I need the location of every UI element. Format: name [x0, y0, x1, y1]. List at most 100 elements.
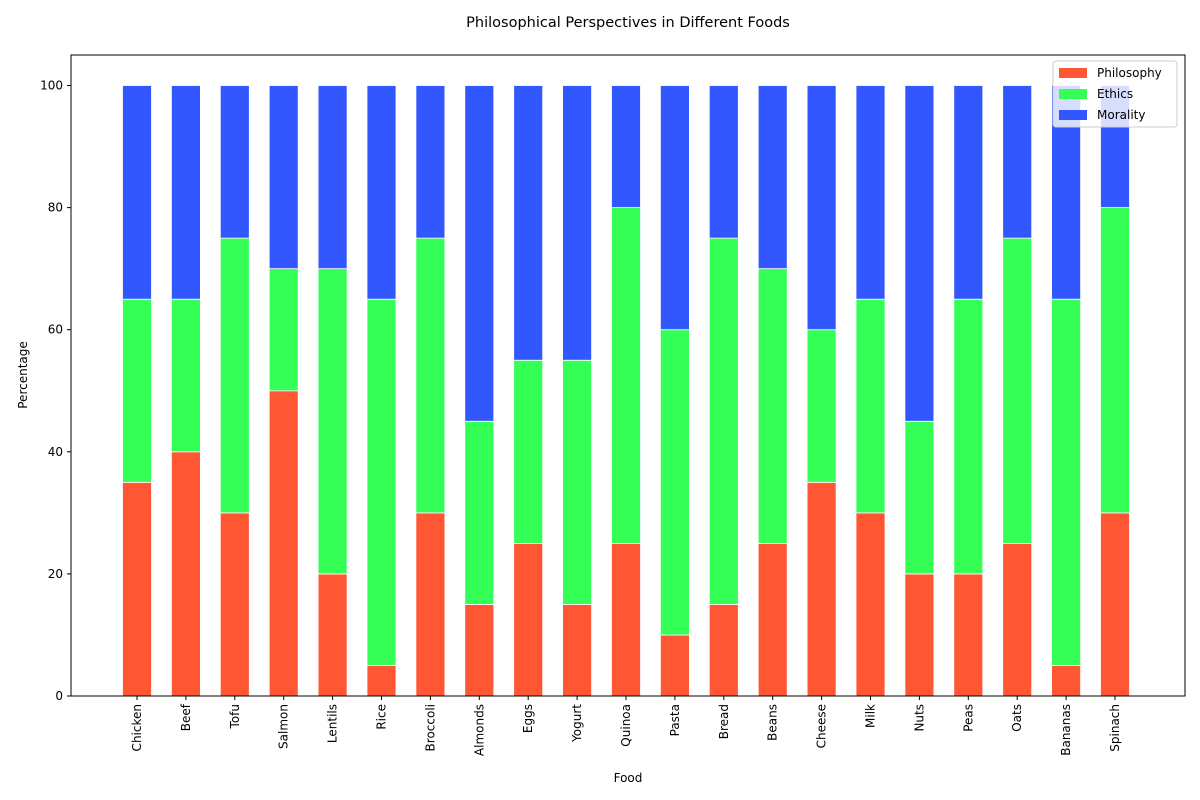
x-tick-label-salmon: Salmon: [277, 704, 291, 749]
x-tick-label-bread: Bread: [717, 704, 731, 739]
x-tick-label-bananas: Bananas: [1059, 704, 1073, 756]
bar-philosophy-nuts: [904, 573, 935, 697]
bar-morality-broccoli: [415, 85, 446, 239]
legend-label-morality: Morality: [1097, 108, 1145, 122]
bar-morality-peas: [953, 85, 984, 300]
bar-morality-salmon: [268, 85, 299, 270]
bar-ethics-bread: [708, 237, 739, 605]
y-tick-label: 0: [55, 689, 63, 703]
bar-morality-eggs: [513, 85, 544, 361]
bar-morality-cheese: [806, 85, 837, 331]
x-tick-label-chicken: Chicken: [130, 704, 144, 751]
bar-philosophy-pasta: [660, 634, 690, 697]
bar-philosophy-beans: [757, 542, 788, 697]
x-tick-label-lentils: Lentils: [326, 704, 340, 743]
bar-philosophy-cheese: [806, 481, 837, 697]
y-tick-label: 100: [40, 79, 63, 93]
bar-morality-beef: [170, 85, 201, 300]
bars-group: [122, 85, 1130, 697]
legend-swatch-morality: [1059, 110, 1087, 120]
bar-philosophy-oats: [1002, 542, 1033, 697]
x-tick-label-peas: Peas: [961, 704, 975, 732]
bar-morality-yogurt: [562, 85, 592, 361]
x-tick-label-spinach: Spinach: [1108, 704, 1122, 752]
x-tick-label-oats: Oats: [1010, 704, 1024, 732]
x-tick-label-tofu: Tofu: [228, 704, 242, 729]
bar-ethics-cheese: [806, 329, 837, 483]
x-tick-label-broccoli: Broccoli: [423, 704, 437, 751]
bar-ethics-yogurt: [562, 359, 592, 605]
bar-ethics-broccoli: [415, 237, 446, 514]
chart-title: Philosophical Perspectives in Different …: [466, 15, 790, 31]
bar-ethics-beef: [170, 298, 201, 453]
bar-morality-bread: [708, 85, 739, 239]
y-tick-label: 60: [48, 323, 63, 337]
bar-morality-almonds: [464, 85, 495, 422]
bar-philosophy-bread: [708, 604, 739, 697]
bar-ethics-tofu: [219, 237, 250, 514]
y-axis: 0 20 40 60 80 100: [40, 79, 71, 703]
x-tick-label-milk: Milk: [864, 704, 878, 728]
bar-philosophy-eggs: [513, 542, 544, 697]
x-tick-label-beef: Beef: [179, 703, 193, 731]
bar-ethics-bananas: [1051, 298, 1081, 666]
x-tick-label-pasta: Pasta: [668, 704, 682, 736]
bar-morality-chicken: [122, 85, 152, 300]
x-axis-label: Food: [614, 771, 643, 785]
y-tick-label: 40: [48, 445, 63, 459]
bar-morality-milk: [855, 85, 886, 300]
y-axis-label: Percentage: [16, 341, 30, 409]
bar-philosophy-salmon: [268, 390, 299, 697]
plot-frame: [70, 54, 1186, 697]
x-tick-label-beans: Beans: [766, 704, 780, 741]
legend-swatch-philosophy: [1059, 68, 1087, 78]
legend: Philosophy Ethics Morality: [1052, 60, 1178, 128]
legend-label-philosophy: Philosophy: [1097, 66, 1162, 80]
x-axis: Chicken Beef Tofu Salmon Lentils Rice Broccoli…: [130, 696, 1122, 756]
bar-morality-beans: [757, 85, 788, 270]
legend-swatch-ethics: [1059, 89, 1087, 99]
x-tick-label-cheese: Cheese: [815, 704, 829, 748]
bar-ethics-peas: [953, 298, 984, 575]
bar-philosophy-lentils: [317, 573, 348, 697]
bar-ethics-almonds: [464, 420, 495, 605]
bar-ethics-eggs: [513, 359, 544, 544]
x-tick-label-eggs: Eggs: [521, 704, 535, 733]
bar-philosophy-beef: [170, 451, 201, 697]
bar-ethics-chicken: [122, 298, 152, 483]
bar-morality-tofu: [219, 85, 250, 239]
bar-ethics-beans: [757, 268, 788, 544]
bar-ethics-rice: [366, 298, 397, 666]
x-tick-label-quinoa: Quinoa: [619, 704, 633, 747]
y-tick-label: 20: [48, 567, 63, 581]
x-tick-label-nuts: Nuts: [912, 704, 926, 732]
bar-morality-rice: [366, 85, 397, 300]
bar-morality-nuts: [904, 85, 935, 422]
bar-philosophy-quinoa: [611, 542, 641, 697]
bar-philosophy-almonds: [464, 604, 495, 697]
bar-morality-lentils: [317, 85, 348, 270]
legend-label-ethics: Ethics: [1097, 87, 1133, 101]
bar-philosophy-chicken: [122, 481, 152, 697]
bar-philosophy-milk: [855, 512, 886, 697]
bar-philosophy-bananas: [1051, 665, 1081, 697]
bar-ethics-nuts: [904, 420, 935, 575]
bar-ethics-quinoa: [611, 207, 641, 544]
bar-ethics-pasta: [660, 329, 690, 636]
x-tick-label-rice: Rice: [375, 704, 389, 730]
bar-philosophy-rice: [366, 665, 397, 697]
bar-ethics-oats: [1002, 237, 1033, 544]
bar-philosophy-yogurt: [562, 604, 592, 697]
bar-morality-pasta: [660, 85, 690, 331]
bar-philosophy-spinach: [1100, 512, 1130, 697]
bar-ethics-lentils: [317, 268, 348, 575]
bar-morality-quinoa: [611, 85, 641, 209]
bar-ethics-salmon: [268, 268, 299, 392]
bar-ethics-spinach: [1100, 207, 1130, 514]
bar-philosophy-peas: [953, 573, 984, 697]
x-tick-label-yogurt: Yogurt: [570, 704, 584, 743]
bar-morality-oats: [1002, 85, 1033, 239]
x-tick-label-almonds: Almonds: [472, 704, 486, 756]
bar-philosophy-tofu: [219, 512, 250, 697]
